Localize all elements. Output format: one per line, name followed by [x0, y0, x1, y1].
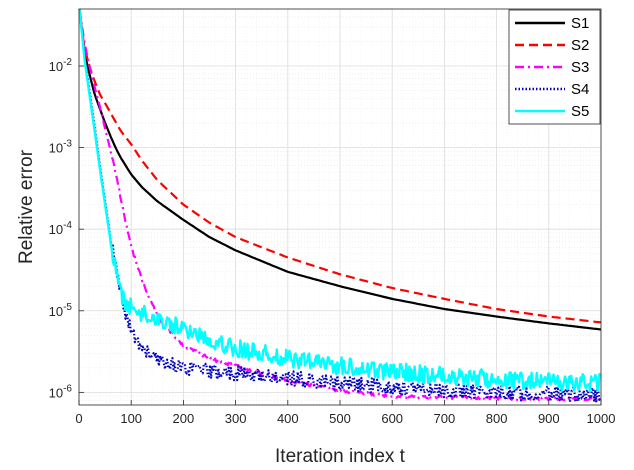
axis-ticks: 0 100 200 300 400 500 600 700 800 900 1000 10-6 10-5…	[49, 57, 616, 426]
x-tick-label: 500	[329, 411, 351, 426]
x-tick-label: 900	[538, 411, 560, 426]
x-tick-label: 200	[173, 411, 195, 426]
series-line-s1	[78, 8, 602, 331]
x-tick-label: 300	[225, 411, 247, 426]
x-tick-label: 0	[75, 411, 82, 426]
x-tick-label: 1000	[587, 411, 616, 426]
series-line-s4	[78, 8, 602, 404]
y-tick-label: 10-3	[49, 139, 73, 156]
y-tick-label: 10-4	[49, 220, 73, 237]
x-tick-label: 100	[120, 411, 142, 426]
x-tick-label: 800	[486, 411, 508, 426]
legend-label-s3: S3	[571, 59, 589, 76]
y-tick-label: 10-6	[49, 383, 73, 400]
x-axis-label: Iteration index t	[275, 446, 406, 467]
y-tick-label: 10-2	[49, 57, 73, 74]
legend-label-s1: S1	[571, 15, 589, 32]
series-line-s5	[78, 8, 601, 393]
x-tick-label: 600	[381, 411, 403, 426]
legend-label-s4: S4	[571, 81, 589, 98]
legend-label-s2: S2	[571, 37, 589, 54]
legend-label-s5: S5	[571, 103, 589, 120]
x-tick-label: 700	[434, 411, 456, 426]
y-axis-label: Relative error	[16, 149, 37, 264]
series-lines	[78, 8, 602, 404]
series-line-s2	[78, 8, 602, 324]
legend: S1 S2 S3 S4 S5	[508, 9, 601, 125]
y-tick-label: 10-5	[49, 302, 73, 319]
x-tick-label: 400	[277, 411, 299, 426]
